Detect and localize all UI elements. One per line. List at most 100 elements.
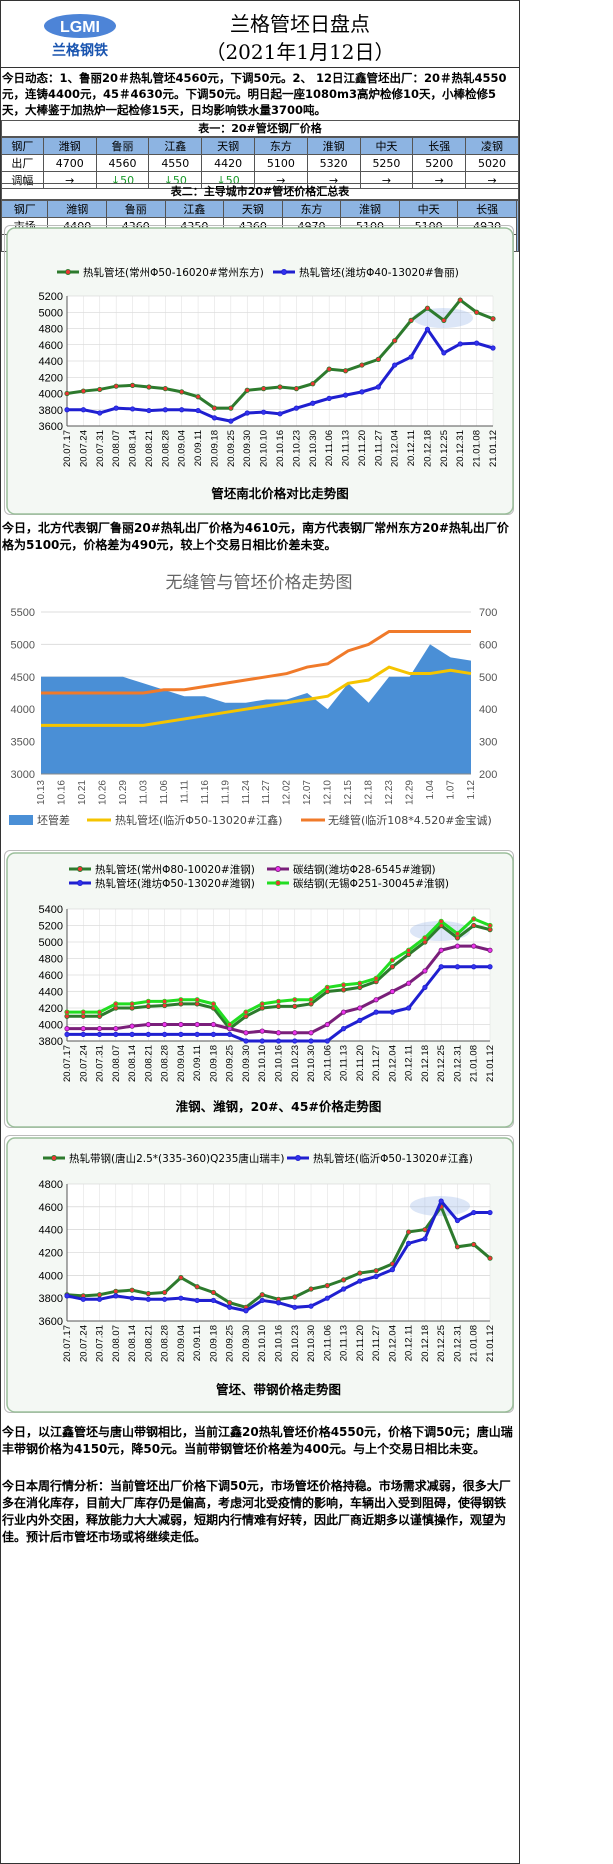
data-point — [293, 405, 299, 411]
data-point — [162, 1031, 168, 1037]
data-point — [162, 998, 168, 1004]
data-point — [129, 1295, 135, 1301]
data-point — [261, 386, 267, 392]
data-point — [277, 411, 283, 417]
data-point — [474, 309, 480, 315]
data-point — [178, 1295, 184, 1301]
data-point — [96, 1296, 103, 1302]
y2-tick-label: 500 — [479, 672, 497, 684]
data-point — [342, 392, 349, 398]
x-tick-label: 20.11.13 — [339, 1325, 350, 1361]
y-tick-label: 3800 — [39, 405, 63, 417]
x-tick-label: 21.01.08 — [472, 430, 483, 467]
data-point — [259, 1292, 265, 1298]
table-col-header: 潍钢 — [47, 200, 107, 218]
data-point — [308, 1030, 314, 1036]
data-point — [359, 389, 365, 395]
x-tick-label: 21.01.08 — [469, 1325, 480, 1362]
x-tick-label: 11.16 — [200, 780, 211, 805]
data-point — [308, 1303, 314, 1309]
y-tick-label: 3800 — [39, 1036, 63, 1048]
data-point — [408, 317, 414, 323]
data-point — [129, 1023, 135, 1029]
y-tick-label: 3600 — [39, 421, 63, 433]
logo-subtext: 兰格钢铁 — [52, 42, 108, 59]
data-point — [145, 1296, 151, 1302]
y-tick-label: 4200 — [39, 1003, 63, 1015]
table-cell: 5320 — [306, 154, 361, 172]
logo-text: LGMI — [60, 19, 100, 36]
data-point — [96, 1292, 103, 1298]
x-tick-label: 11.03 — [138, 780, 149, 805]
table-cell: 5200 — [412, 154, 467, 172]
data-point — [457, 297, 463, 303]
data-point — [340, 982, 347, 988]
legend-marker — [275, 866, 281, 872]
data-point — [342, 368, 349, 374]
data-point — [194, 997, 200, 1003]
data-point — [474, 340, 480, 346]
x-tick-label: 20.10.23 — [290, 1325, 301, 1362]
x-tick-label: 20.09.04 — [176, 1045, 187, 1082]
legend-label: 热轧带钢(唐山2.5*(335-360)Q235唐山瑞丰) — [69, 1152, 285, 1165]
data-point — [438, 964, 444, 970]
x-tick-label: 20.09.30 — [241, 1045, 252, 1082]
y-tick-label: 4400 — [39, 1225, 63, 1237]
x-tick-label: 10.26 — [97, 780, 108, 805]
data-point — [357, 1005, 363, 1011]
x-tick-label: 21.01.12 — [488, 430, 499, 467]
table-corner-header: 钢厂 — [1, 137, 44, 155]
chart-seamless-billet: 无缝管与管坯价格走势图 3000 3500 4000 4500 5000 5500 200 30… — [9, 573, 497, 827]
data-point — [113, 383, 119, 389]
data-point — [259, 1028, 265, 1034]
legend-label: 坯管差 — [37, 813, 70, 827]
data-point — [406, 1005, 412, 1011]
data-point — [113, 1293, 119, 1299]
data-point — [64, 1293, 70, 1299]
data-point — [406, 980, 412, 986]
data-point — [259, 1001, 265, 1007]
y-tick-label: 3600 — [39, 1316, 63, 1328]
table-col-header: 长强 — [457, 200, 517, 218]
legend-label: 热轧管坯(常州Φ50-16020#常州东方) — [83, 266, 264, 279]
data-point — [422, 1227, 428, 1233]
x-tick-label: 20.08.28 — [160, 1325, 171, 1362]
data-point — [211, 415, 218, 421]
data-point — [210, 1297, 217, 1304]
x-tick-label: 20.10.30 — [306, 1325, 317, 1362]
x-tick-label: 20.10.16 — [275, 430, 286, 467]
y-tick-label: 4800 — [39, 954, 63, 966]
table-cell: 4560 — [95, 154, 150, 172]
data-point — [424, 326, 431, 332]
data-point — [178, 1021, 184, 1028]
legend-label: 碳结钢(无锡Φ251-30045#淮钢) — [293, 877, 449, 890]
x-tick-label: 1.07 — [446, 780, 457, 800]
data-point — [310, 400, 316, 406]
data-point — [326, 395, 332, 401]
table-col-header: 凌钢 — [465, 137, 519, 155]
x-tick-label: 20.09.18 — [208, 1045, 219, 1082]
data-point — [275, 1003, 282, 1009]
data-point — [210, 1031, 217, 1037]
series-line-2 — [41, 629, 471, 695]
x-tick-label: 20.11.27 — [373, 430, 384, 466]
table1-caption: 表一：20#管坯钢厂价格 — [1, 120, 519, 137]
table-row-label: 调幅 — [1, 171, 44, 189]
x-tick-label: 20.09.30 — [242, 430, 253, 467]
data-point — [80, 388, 86, 394]
data-point — [471, 964, 477, 970]
data-point — [210, 1021, 217, 1028]
data-point — [454, 931, 461, 937]
data-point — [324, 984, 330, 990]
y-tick-label: 5000 — [39, 307, 63, 319]
table-cell: 5100 — [253, 154, 308, 172]
data-point — [373, 1268, 379, 1274]
data-point — [375, 356, 381, 362]
table-col-header: 鲁丽 — [95, 137, 150, 155]
data-point — [292, 1294, 298, 1300]
data-point — [228, 405, 234, 411]
data-point — [179, 389, 185, 395]
x-tick-label: 11.11 — [179, 780, 190, 804]
data-point — [162, 1289, 168, 1296]
chart-north-south: 3600 3800 4000 4200 4400 4600 4800 5000 5200 20.0… — [6, 227, 514, 515]
